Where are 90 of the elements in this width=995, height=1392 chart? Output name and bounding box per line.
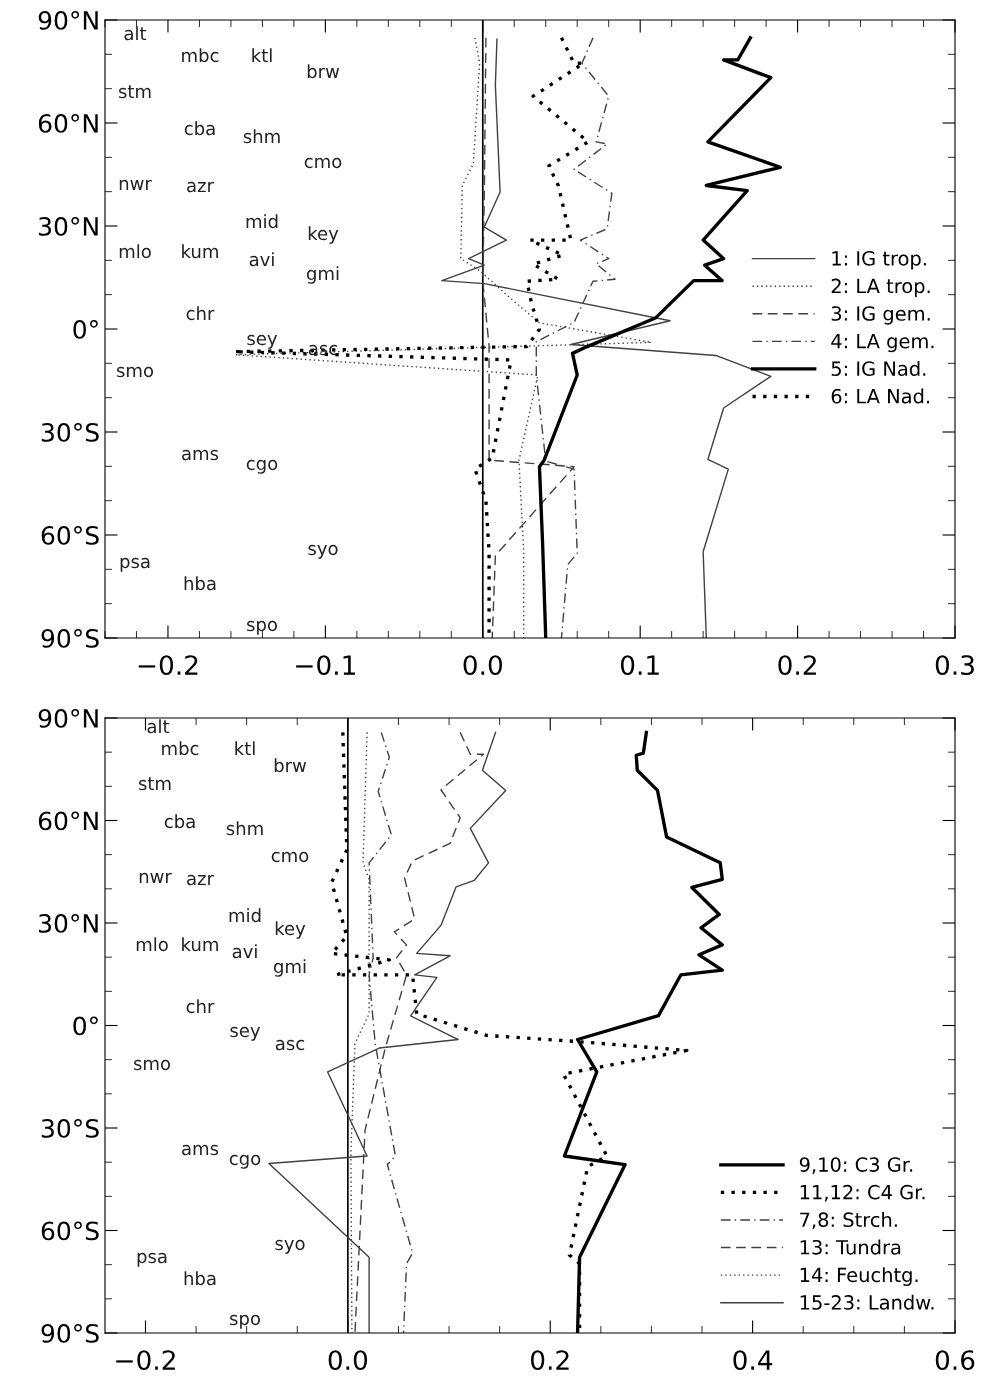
legend-label: 5: IG Nad. bbox=[831, 360, 926, 376]
annotation: sey bbox=[247, 334, 278, 349]
annotation: kum bbox=[182, 937, 218, 952]
y-tick-label: 60°N bbox=[38, 811, 98, 831]
annotation: sey bbox=[230, 1026, 261, 1041]
annotation: hba bbox=[184, 1271, 216, 1286]
x-tick-label: 0.6 bbox=[935, 1350, 975, 1371]
y-tick-label: 30°S bbox=[41, 1118, 99, 1138]
x-tick-label: 0.2 bbox=[778, 655, 816, 676]
annotation: azr bbox=[187, 874, 214, 886]
annotation: smo bbox=[116, 366, 154, 378]
annotation: shm bbox=[226, 821, 263, 836]
legend-label: 7,8: Strch. bbox=[800, 1212, 897, 1230]
annotation: gmi bbox=[273, 959, 306, 977]
x-tick-label: −0.2 bbox=[116, 1350, 175, 1371]
legend-label: 9,10: C3 Gr. bbox=[799, 1157, 913, 1174]
annotation: chr bbox=[186, 306, 215, 321]
legend-label: 13: Tundra bbox=[800, 1239, 901, 1255]
y-tick-label: 90°N bbox=[38, 708, 98, 728]
annotation: cmo bbox=[304, 157, 342, 169]
annotation: cba bbox=[184, 121, 215, 136]
annotation: psa bbox=[137, 1252, 167, 1267]
legend-label: 4: LA gem. bbox=[831, 333, 934, 353]
y-tick-label: 60°S bbox=[41, 1221, 99, 1241]
y-tick-label: 0° bbox=[73, 319, 98, 339]
annotation: avi bbox=[249, 252, 274, 267]
annotation: psa bbox=[120, 557, 150, 572]
annotation: mid bbox=[229, 908, 261, 923]
y-tick-label: 90°S bbox=[41, 1323, 99, 1343]
annotation: syo bbox=[308, 544, 338, 559]
annotation: brw bbox=[274, 758, 307, 773]
annotation: nwr bbox=[119, 179, 152, 190]
annotation: spo bbox=[230, 1314, 260, 1329]
annotation: mlo bbox=[119, 244, 151, 259]
x-tick-label: 0.2 bbox=[530, 1350, 569, 1371]
annotation: key bbox=[275, 921, 306, 939]
annotation: cgo bbox=[246, 459, 278, 474]
annotation: mbc bbox=[162, 741, 199, 756]
annotation: kum bbox=[182, 244, 218, 259]
x-tick-label: 0.4 bbox=[733, 1350, 773, 1371]
annotation: nwr bbox=[139, 872, 172, 883]
y-tick-label: 90°S bbox=[41, 628, 99, 648]
legend-label: 11,12: C4 Gr. bbox=[800, 1184, 925, 1202]
x-tick-label: 0.0 bbox=[463, 655, 503, 676]
y-tick-label: 90°N bbox=[38, 10, 98, 30]
y-tick-label: 0° bbox=[73, 1016, 98, 1036]
annotation: mlo bbox=[136, 937, 168, 952]
x-tick-label: 0.0 bbox=[328, 1350, 368, 1371]
line-series bbox=[268, 731, 507, 1333]
annotation: avi bbox=[232, 944, 257, 959]
annotation: stm bbox=[118, 85, 151, 99]
annotation: stm bbox=[138, 777, 171, 791]
annotation: mbc bbox=[182, 48, 219, 63]
legend-label: 14: Feuchtg. bbox=[800, 1267, 918, 1286]
annotation: asc bbox=[275, 1039, 305, 1051]
legend-label: 6: LA Nad. bbox=[831, 388, 930, 404]
legend-label: 2: LA trop. bbox=[831, 278, 930, 298]
annotation: smo bbox=[133, 1059, 171, 1071]
y-tick-label: 60°N bbox=[38, 113, 98, 133]
annotation: ktl bbox=[235, 741, 255, 755]
x-tick-label: −0.1 bbox=[296, 655, 355, 676]
annotation: cgo bbox=[229, 1154, 261, 1169]
y-tick-label: 30°N bbox=[39, 216, 98, 236]
x-tick-label: −0.2 bbox=[138, 655, 198, 676]
annotation: alt bbox=[147, 719, 170, 734]
y-tick-label: 30°S bbox=[41, 422, 99, 442]
annotation: hba bbox=[184, 576, 216, 591]
annotation: key bbox=[308, 226, 339, 244]
annotation: ktl bbox=[252, 48, 272, 62]
x-tick-label: 0.1 bbox=[620, 655, 659, 676]
legend-label: 15-23: Landw. bbox=[800, 1294, 934, 1310]
annotation: chr bbox=[186, 999, 215, 1014]
annotation: mid bbox=[246, 214, 278, 229]
annotation: syo bbox=[275, 1239, 305, 1254]
annotation: azr bbox=[187, 181, 214, 193]
y-tick-label: 60°S bbox=[41, 525, 99, 545]
annotation: alt bbox=[124, 26, 147, 41]
annotation: cba bbox=[164, 814, 195, 829]
annotation: cmo bbox=[271, 851, 309, 863]
annotation: brw bbox=[307, 64, 340, 79]
x-tick-label: 0.3 bbox=[935, 655, 974, 676]
annotation: ams bbox=[182, 449, 219, 461]
legend-label: 3: IG gem. bbox=[831, 306, 930, 325]
annotation: shm bbox=[243, 129, 280, 144]
annotation: spo bbox=[247, 620, 277, 635]
y-tick-label: 30°N bbox=[39, 913, 98, 933]
annotation: gmi bbox=[306, 266, 339, 284]
annotation: asc bbox=[308, 344, 338, 356]
legend-label: 1: IG trop. bbox=[832, 251, 926, 270]
annotation: ams bbox=[182, 1144, 219, 1156]
